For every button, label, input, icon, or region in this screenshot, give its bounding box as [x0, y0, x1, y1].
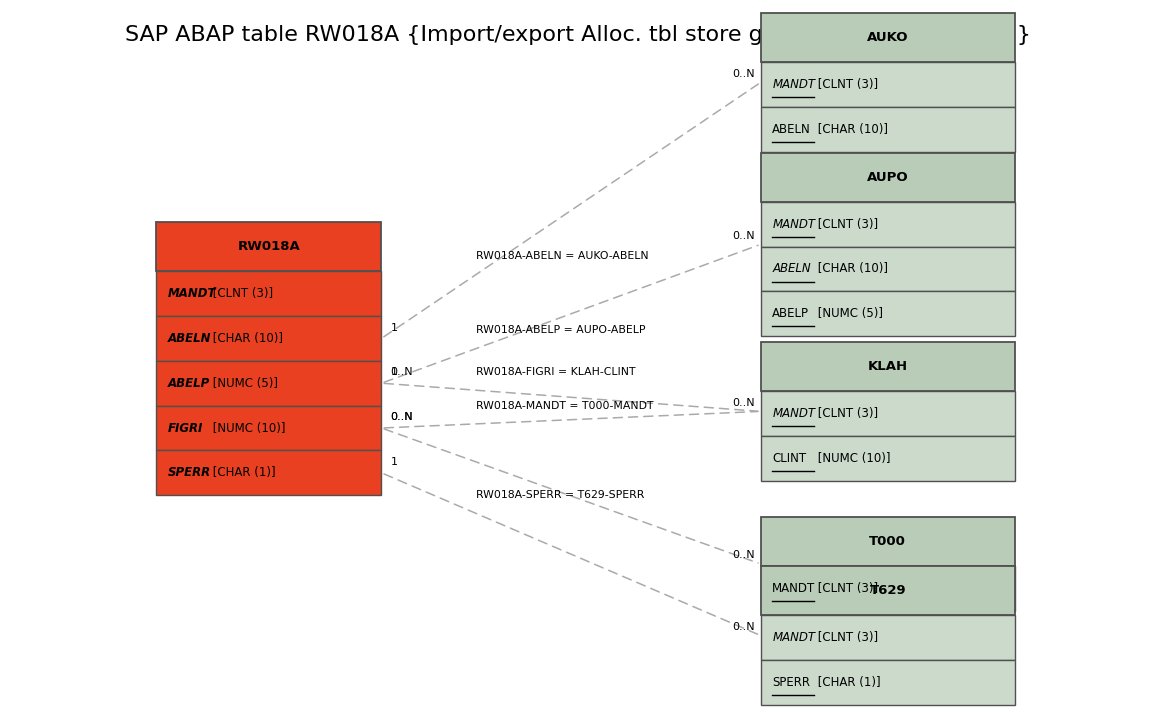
Bar — [761, 615, 1015, 660]
Text: [CLNT (3)]: [CLNT (3)] — [814, 407, 877, 420]
Bar — [156, 222, 381, 271]
Text: RW018A-ABELN = AUKO-ABELN: RW018A-ABELN = AUKO-ABELN — [476, 252, 649, 261]
Text: 0..N: 0..N — [391, 412, 414, 422]
Text: T629: T629 — [869, 584, 906, 597]
Text: [CHAR (1)]: [CHAR (1)] — [209, 466, 276, 479]
Text: ABELN: ABELN — [772, 262, 810, 275]
Bar — [156, 361, 381, 406]
Text: 0..N: 0..N — [732, 622, 755, 632]
Text: RW018A-FIGRI = KLAH-CLINT: RW018A-FIGRI = KLAH-CLINT — [476, 367, 636, 377]
Text: MANDT: MANDT — [772, 582, 815, 595]
Text: [NUMC (5)]: [NUMC (5)] — [209, 377, 279, 390]
Text: KLAH: KLAH — [868, 360, 907, 373]
Text: MANDT: MANDT — [772, 407, 815, 420]
Text: [CHAR (10)]: [CHAR (10)] — [814, 262, 888, 275]
Text: 1: 1 — [391, 457, 398, 467]
Bar — [156, 316, 381, 361]
Text: [NUMC (10)]: [NUMC (10)] — [209, 422, 286, 435]
Text: [NUMC (5)]: [NUMC (5)] — [814, 307, 883, 320]
Text: AUKO: AUKO — [867, 31, 909, 44]
Text: ABELN: ABELN — [772, 123, 812, 136]
Text: 1: 1 — [391, 367, 398, 377]
Text: FIGRI: FIGRI — [168, 422, 203, 435]
Text: MANDT: MANDT — [772, 631, 815, 644]
Bar — [156, 450, 381, 495]
Text: CLINT: CLINT — [772, 452, 807, 465]
Bar — [761, 566, 1015, 615]
Text: [CLNT (3)]: [CLNT (3)] — [209, 287, 273, 300]
Text: T000: T000 — [869, 535, 906, 548]
Bar — [761, 291, 1015, 336]
Text: SPERR: SPERR — [772, 676, 810, 689]
Text: ABELP: ABELP — [168, 377, 210, 390]
Text: 0..N: 0..N — [391, 412, 414, 422]
Bar — [761, 153, 1015, 202]
Text: 0..N: 0..N — [732, 69, 755, 79]
Text: SAP ABAP table RW018A {Import/export Alloc. tbl store grps for FM 'Aufteiler ...: SAP ABAP table RW018A {Import/export All… — [125, 25, 1031, 46]
Text: [NUMC (10)]: [NUMC (10)] — [814, 452, 890, 465]
Text: [CHAR (10)]: [CHAR (10)] — [209, 332, 283, 345]
Text: 0..N: 0..N — [732, 398, 755, 408]
Text: [CLNT (3)]: [CLNT (3)] — [814, 582, 877, 595]
Bar — [156, 271, 381, 316]
Text: SPERR: SPERR — [168, 466, 210, 479]
Bar — [761, 342, 1015, 391]
Text: 0..N: 0..N — [391, 367, 414, 377]
Text: AUPO: AUPO — [867, 171, 909, 184]
Bar — [761, 62, 1015, 107]
Bar — [761, 436, 1015, 481]
Text: RW018A-ABELP = AUPO-ABELP: RW018A-ABELP = AUPO-ABELP — [476, 325, 646, 335]
Bar — [761, 247, 1015, 291]
Text: [CLNT (3)]: [CLNT (3)] — [814, 218, 877, 231]
Text: 0..N: 0..N — [732, 231, 755, 241]
Text: MANDT: MANDT — [772, 78, 815, 91]
Text: [CHAR (1)]: [CHAR (1)] — [814, 676, 881, 689]
Text: 1: 1 — [391, 322, 398, 333]
Bar — [761, 107, 1015, 152]
Text: [CHAR (10)]: [CHAR (10)] — [814, 123, 888, 136]
Bar — [761, 13, 1015, 62]
Text: RW018A: RW018A — [237, 240, 301, 253]
Text: [CLNT (3)]: [CLNT (3)] — [814, 78, 877, 91]
Bar — [761, 517, 1015, 566]
Text: MANDT: MANDT — [168, 287, 216, 300]
Text: 0..N: 0..N — [732, 550, 755, 560]
Bar — [156, 406, 381, 450]
Text: ABELP: ABELP — [772, 307, 809, 320]
Text: MANDT: MANDT — [772, 218, 815, 231]
Text: RW018A-SPERR = T629-SPERR: RW018A-SPERR = T629-SPERR — [476, 490, 645, 500]
Bar — [761, 391, 1015, 436]
Text: ABELN: ABELN — [168, 332, 212, 345]
Bar — [761, 660, 1015, 705]
Bar — [761, 202, 1015, 247]
Text: RW018A-MANDT = T000-MANDT: RW018A-MANDT = T000-MANDT — [476, 401, 654, 411]
Text: [CLNT (3)]: [CLNT (3)] — [814, 631, 877, 644]
Bar — [761, 566, 1015, 611]
